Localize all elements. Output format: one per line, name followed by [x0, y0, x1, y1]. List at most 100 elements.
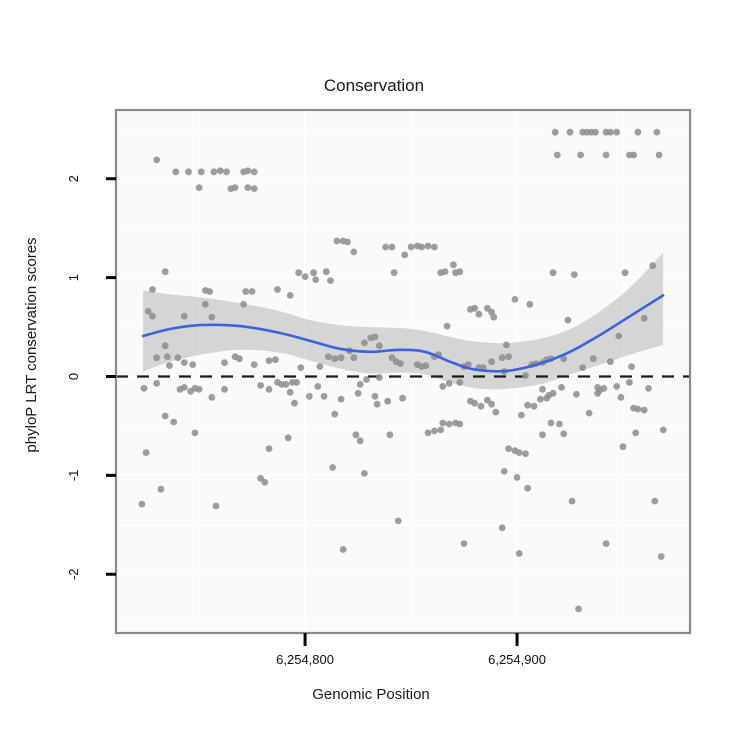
data-point	[149, 286, 156, 293]
data-point	[189, 361, 197, 368]
data-point	[293, 379, 300, 386]
plot-panel: 2 1 0 -1 -2 6,254,800 6,254,900	[66, 108, 692, 667]
data-point	[161, 412, 169, 420]
data-point	[560, 430, 568, 438]
data-point	[386, 431, 394, 439]
data-point	[138, 500, 146, 508]
data-point	[471, 399, 478, 407]
data-point	[445, 420, 453, 428]
y-tick-label: -2	[66, 568, 81, 580]
data-point	[490, 313, 498, 321]
data-point	[517, 411, 525, 419]
data-point	[244, 184, 252, 192]
data-point	[250, 168, 258, 176]
data-point	[174, 354, 182, 362]
data-point	[216, 167, 224, 175]
data-point	[577, 151, 584, 159]
data-point	[488, 358, 495, 366]
data-point	[354, 389, 362, 397]
data-point	[329, 464, 336, 471]
data-point	[208, 313, 216, 321]
data-point	[566, 128, 574, 136]
data-point	[206, 288, 214, 295]
data-point	[261, 478, 269, 486]
data-point	[505, 353, 512, 361]
data-point	[515, 550, 523, 557]
data-point	[655, 151, 663, 159]
data-point	[144, 307, 152, 315]
data-point	[250, 185, 258, 193]
data-point	[244, 167, 252, 175]
data-point	[161, 342, 169, 350]
data-point	[556, 420, 563, 428]
data-point	[350, 248, 358, 256]
data-point	[394, 517, 402, 525]
data-point	[424, 242, 432, 250]
data-point	[248, 288, 256, 295]
data-point	[339, 546, 347, 553]
y-tick-label: 1	[66, 274, 81, 281]
data-point	[221, 359, 228, 366]
data-point	[500, 468, 508, 475]
data-point	[615, 332, 623, 340]
data-point	[286, 292, 294, 299]
data-point	[331, 355, 339, 363]
data-point	[524, 401, 531, 409]
data-point	[399, 394, 406, 402]
data-point	[477, 402, 485, 410]
data-point	[250, 361, 258, 368]
data-point	[475, 310, 483, 318]
panel-border	[114, 108, 692, 635]
data-point	[511, 296, 519, 303]
x-axis-label: Genomic Position	[312, 686, 430, 703]
data-point	[361, 339, 368, 347]
data-point	[522, 450, 529, 457]
data-point	[310, 269, 317, 277]
data-point	[640, 406, 648, 414]
data-point	[172, 168, 180, 176]
data-point	[352, 431, 360, 439]
data-point	[539, 385, 546, 393]
data-point	[651, 497, 659, 505]
data-point	[282, 381, 290, 388]
data-point	[547, 419, 555, 427]
data-point	[630, 151, 637, 159]
data-point	[375, 342, 383, 350]
chart-title: Conservation	[324, 76, 424, 95]
data-point	[456, 379, 464, 386]
y-tick-label: 0	[66, 373, 81, 380]
data-point	[210, 168, 218, 176]
y-axis-label: phyloP LRT conservation scores	[23, 237, 40, 452]
data-point	[450, 261, 457, 269]
data-point	[327, 277, 334, 284]
data-point	[322, 268, 330, 276]
data-point	[153, 354, 161, 362]
data-point	[382, 243, 389, 251]
data-point	[592, 128, 599, 136]
data-point	[589, 355, 597, 363]
data-point	[223, 168, 231, 176]
data-point	[314, 383, 322, 390]
data-point	[645, 385, 652, 392]
data-point	[573, 390, 580, 398]
data-point	[191, 429, 199, 437]
data-point	[431, 243, 438, 251]
data-point	[621, 269, 629, 277]
data-point	[632, 429, 640, 437]
data-point	[657, 553, 665, 560]
data-point	[613, 383, 621, 390]
data-point	[498, 354, 506, 362]
data-point	[640, 314, 648, 322]
data-point	[284, 434, 292, 442]
data-point	[363, 376, 370, 383]
data-point	[445, 380, 453, 387]
data-point	[424, 429, 432, 437]
data-point	[634, 405, 642, 413]
data-point	[257, 382, 264, 389]
panel-background	[116, 110, 690, 633]
data-point	[388, 243, 396, 251]
data-point	[431, 427, 438, 435]
x-tick-label: 6,254,800	[276, 652, 334, 667]
